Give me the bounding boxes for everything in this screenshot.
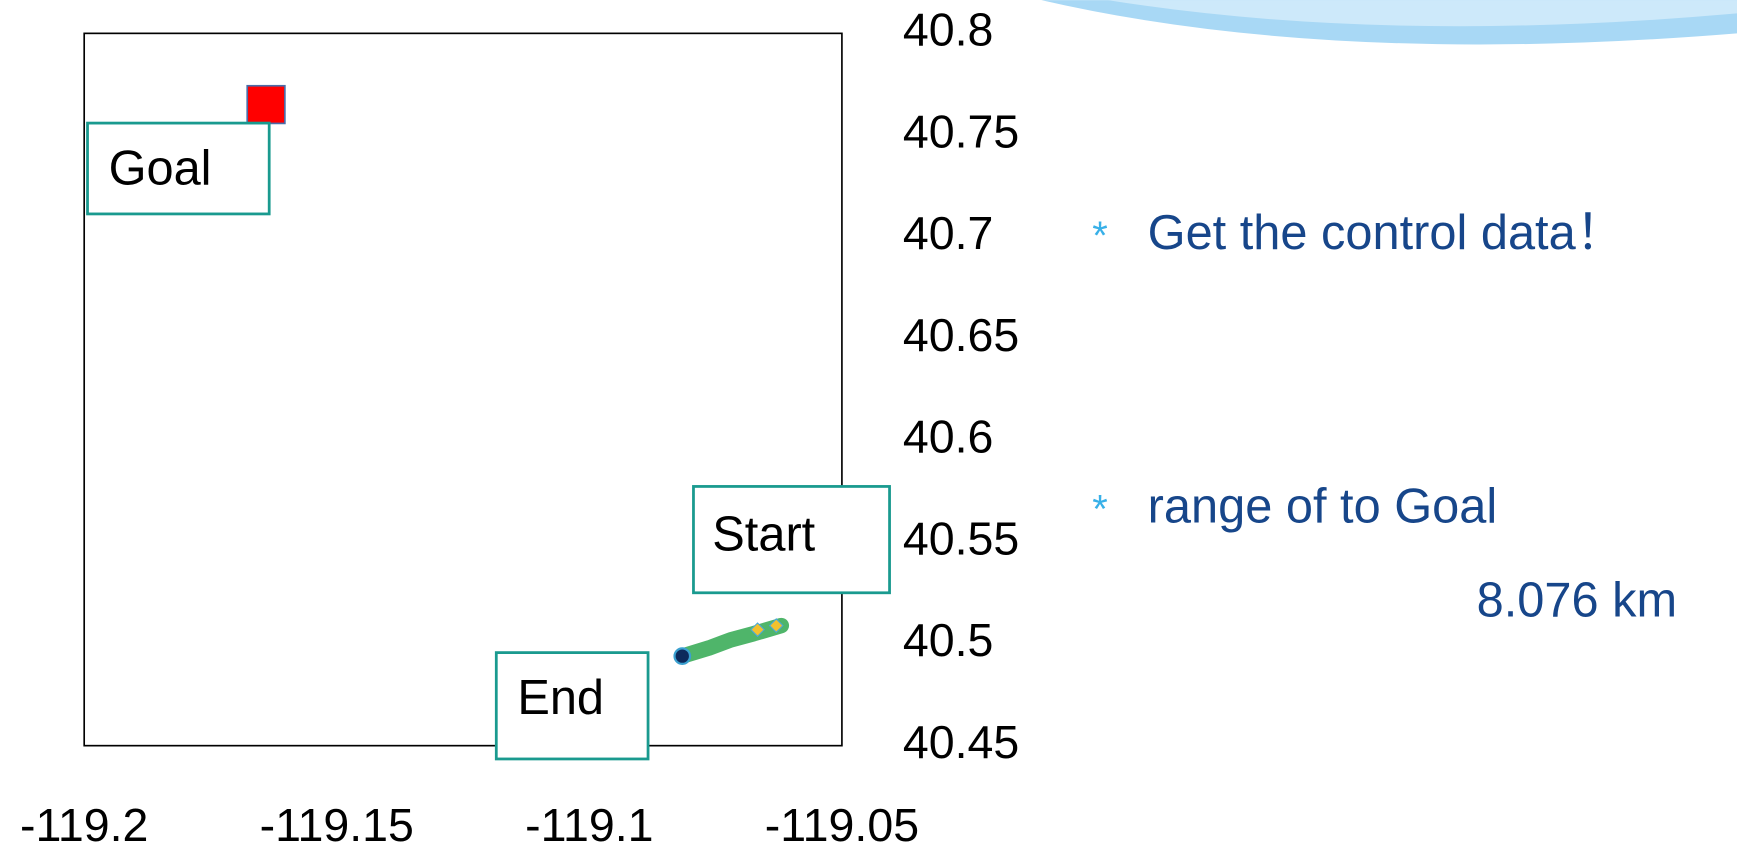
end-point [673,647,692,665]
y-tick-label: 40.5 [903,614,994,666]
annotation-box [494,651,650,761]
x-tick-label: -119.15 [260,799,414,851]
decor-swoosh [1107,0,1737,27]
x-tick-label: -119.2 [20,799,148,851]
annotation-box [86,121,271,216]
bullet-text: 8.076 km [1477,574,1677,628]
trajectory [674,617,790,664]
goal-point [246,84,286,125]
x-tick-label: -119.05 [765,799,919,851]
y-tick-label: 40.65 [903,309,1019,361]
y-tick-label: 40.45 [903,716,1019,768]
bullet-icon: * [1092,214,1108,258]
bullet-text: range of to Goal [1148,480,1498,534]
annotation: Start [712,507,815,561]
y-tick-label: 40.7 [903,207,994,259]
x-tick-label: -119.1 [525,799,653,851]
y-tick-label: 40.6 [903,411,994,463]
marks [246,84,790,665]
y-tick-label: 40.55 [903,512,1019,564]
annotation: End [517,671,604,725]
plot-frame [83,32,843,747]
y-tick-label: 40.75 [903,105,1019,157]
annotation: Goal [109,142,212,196]
y-tick-label: 40.8 [903,4,994,56]
start-point [750,622,765,638]
start-point [768,618,784,634]
bullet-text: Get the control data！ [1148,206,1625,260]
bullet-icon: * [1092,487,1108,531]
annotation-box [692,485,891,595]
